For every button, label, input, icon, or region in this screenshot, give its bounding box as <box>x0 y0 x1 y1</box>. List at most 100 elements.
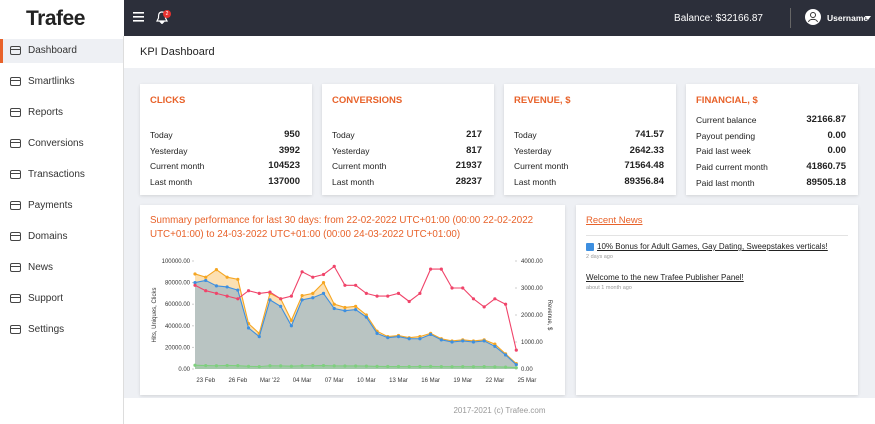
data-point <box>289 324 293 328</box>
nav-item[interactable]: Domains <box>0 225 123 249</box>
page-title: KPI Dashboard <box>140 46 215 58</box>
data-point <box>482 339 486 343</box>
data-point <box>311 291 315 295</box>
data-point <box>514 366 518 370</box>
nav-item[interactable]: Payments <box>0 194 123 218</box>
data-point <box>236 288 240 292</box>
nav-icon <box>10 46 21 55</box>
kpi-card: REVENUE, $ Today 741.57 Yesterday 2642.33 Cur… <box>504 84 676 195</box>
chart: 0.00 20000.00 40000.00 60000.00 80000.00 1000… <box>152 259 552 384</box>
data-point <box>214 364 219 368</box>
y2-tick-label: 1000.00 <box>521 340 543 346</box>
data-point <box>386 336 390 340</box>
y2-tick-label: 4000.00 <box>521 259 543 265</box>
nav-item[interactable]: Dashboard <box>0 39 123 63</box>
logo[interactable]: Trafee <box>0 0 124 36</box>
data-point <box>429 364 433 369</box>
y2-tick-label: 3000.00 <box>521 286 543 292</box>
x-tick-label: 10 Mar <box>357 378 376 384</box>
data-point <box>225 363 229 368</box>
data-point <box>503 365 508 369</box>
row-value: 950 <box>284 129 300 140</box>
row-value: 2642.33 <box>629 144 664 156</box>
nav-item[interactable]: Reports <box>0 101 123 125</box>
data-point <box>321 272 326 277</box>
row-label: Paid last week <box>696 146 751 157</box>
data-point <box>354 283 358 287</box>
data-point <box>204 275 208 279</box>
data-point <box>321 281 326 285</box>
x-tick-label: 22 Mar <box>486 378 505 384</box>
nav-icon <box>10 325 21 334</box>
data-point <box>418 337 422 341</box>
kpi-card: FINANCIAL, $ Current balance 32166.87 Payou… <box>686 84 858 195</box>
data-point <box>332 364 336 368</box>
data-point <box>429 332 433 337</box>
data-point <box>364 364 368 368</box>
news-card: Recent News 10% Bonus for Adult Games, G… <box>576 205 858 395</box>
data-point <box>268 364 272 368</box>
menu-button[interactable] <box>133 12 145 22</box>
data-point <box>364 291 368 295</box>
page-header: KPI Dashboard <box>124 36 875 68</box>
data-point <box>321 291 326 295</box>
top-bar: 2 Balance: $32166.87 Username <box>124 0 875 36</box>
nav-item[interactable]: Transactions <box>0 163 123 187</box>
data-point <box>300 298 304 302</box>
x-tick-label: 13 Mar <box>389 378 408 384</box>
data-point <box>300 364 304 368</box>
data-point <box>246 364 251 368</box>
caret <box>865 16 871 20</box>
y-tick-label: 80000.00 <box>165 281 191 287</box>
row-label: Today <box>514 130 537 140</box>
nav-icon <box>10 263 21 272</box>
data-point <box>375 294 379 298</box>
row-value: 89356.84 <box>624 176 664 188</box>
data-point <box>418 291 422 295</box>
data-point <box>300 293 304 298</box>
news-title[interactable]: Recent News <box>586 215 643 226</box>
avatar[interactable] <box>805 9 821 25</box>
data-point <box>450 365 454 369</box>
data-point <box>214 284 219 288</box>
data-point <box>279 297 283 301</box>
nav-item[interactable]: News <box>0 256 123 280</box>
y2-tick-label: 2000.00 <box>521 313 543 319</box>
data-point <box>514 348 518 352</box>
row-value: 21937 <box>455 160 482 172</box>
card-title: CONVERSIONS <box>332 95 403 106</box>
card-title: CLICKS <box>150 95 186 106</box>
data-point <box>257 365 261 369</box>
data-point <box>493 297 497 301</box>
row-value: 3992 <box>278 144 300 156</box>
news-link[interactable]: 10% Bonus for Adult Games, Gay Dating, S… <box>597 242 828 251</box>
data-point <box>503 302 508 306</box>
x-tick-label: 04 Mar <box>293 378 312 384</box>
y-tick-label: 100000.00 <box>162 259 191 265</box>
data-point <box>514 363 518 367</box>
nav-icon <box>10 232 21 241</box>
data-point <box>289 294 293 298</box>
data-point <box>461 286 465 290</box>
footer-text: 2017-2021 (c) Trafee.com <box>453 406 546 415</box>
y-tick-label: 0.00 <box>178 367 190 373</box>
nav-item[interactable]: Settings <box>0 318 123 342</box>
data-point <box>214 268 219 272</box>
username[interactable]: Username <box>827 13 869 23</box>
y-tick-label: 60000.00 <box>165 302 191 308</box>
news-link[interactable]: Welcome to the new Trafee Publisher Pane… <box>586 273 744 282</box>
nav-item[interactable]: Support <box>0 287 123 311</box>
balance: Balance: $32166.87 <box>674 13 763 24</box>
y2-tick-label: 0.00 <box>521 367 533 373</box>
nav-label: Payments <box>28 200 73 211</box>
data-point <box>354 304 358 308</box>
data-point <box>354 308 358 312</box>
data-point <box>461 365 465 369</box>
data-point <box>246 289 251 293</box>
data-point <box>268 290 272 294</box>
nav-item[interactable]: Conversions <box>0 132 123 156</box>
row-value: 0.00 <box>827 129 847 141</box>
nav-item[interactable]: Smartlinks <box>0 70 123 94</box>
row-label: Current month <box>332 161 387 172</box>
